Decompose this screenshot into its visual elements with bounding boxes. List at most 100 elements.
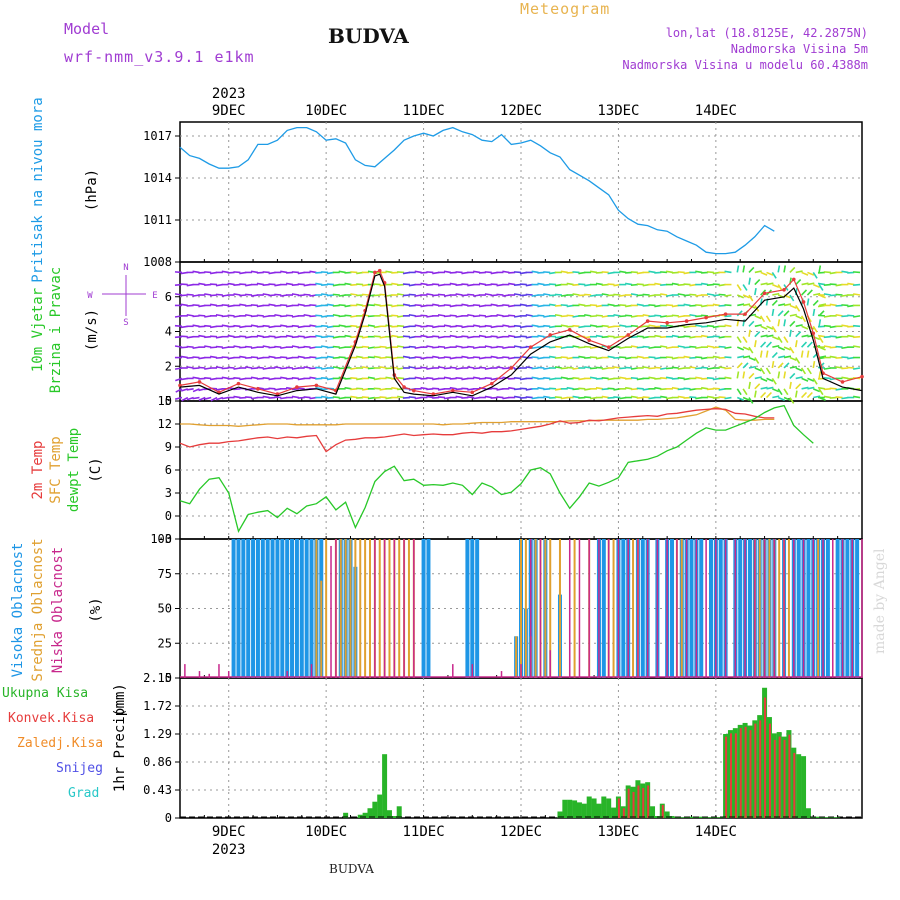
wind-arrow [437,345,446,348]
wind-arrow [777,319,781,327]
wind-gust-point [451,388,455,393]
wind-arrow [677,271,685,274]
wind-arrow [180,283,188,286]
wind-arrow [801,271,809,276]
wind-arrow [619,356,627,359]
wind-arrow [771,308,775,316]
wind-arrow [408,293,416,296]
ytick-label-wind: 4 [165,325,172,339]
precip-total-bar [372,801,378,818]
wind-arrow [689,396,697,399]
wind-arrow [291,377,299,380]
wind-arrow [496,345,504,348]
wind-gust-point [197,380,202,384]
wind-arrow [777,310,784,317]
wind-arrow [560,304,568,307]
wind-arrow [274,396,282,399]
wind-gust-point [626,333,630,337]
wind-arrow [766,282,774,286]
wind-arrow [297,387,305,390]
wind-arrow [754,390,757,398]
wind-arrow [754,383,761,390]
ytick-label-wind: 0 [165,394,172,408]
wind-arrow [724,376,732,380]
wind-arrow [724,304,732,307]
wind-arrow [742,284,748,291]
cloud-bar-low [695,539,698,678]
wind-arrow [660,345,668,348]
wind-arrow [765,315,771,323]
cloud-bar-high [275,539,280,678]
xtick-bottom-label: 14DEC [695,824,737,840]
wind-arrow [467,345,475,348]
precip-total-bar [698,816,704,818]
wind-arrow [636,387,644,390]
wind-arrow [789,304,797,309]
precip-total-bar [830,817,836,818]
wind-arrow [309,356,317,359]
cloud-bar-low [666,539,668,678]
wind-arrow [245,345,253,348]
wind-arrow [648,356,656,359]
precip-conv-bar [642,788,645,818]
ytick-label-temperature: 15 [158,394,172,408]
wind-arrow [549,283,557,286]
precip-conv-bar [793,752,796,818]
wind-arrow [268,283,276,286]
wind-arrow [736,336,742,344]
precip-total-bar [815,816,821,818]
cloud-bar-low [452,664,454,678]
wind-arrow [595,366,603,369]
precip-total-bar [718,817,724,818]
wind-arrow [467,396,475,399]
wind-arrow [181,396,189,402]
ytick-label-precip: 0 [165,811,172,825]
wind-arrow [660,377,668,380]
wind-arrow [800,367,807,375]
wind-gust-point [782,288,786,292]
wind-arrow [724,367,732,370]
compass-e: E [152,291,157,301]
precip-total-bar [825,817,831,818]
wind-arrow [262,324,270,328]
precip-total-bar [377,794,383,818]
wind-arrow [771,377,777,385]
wind-arrow [835,396,843,399]
wind-arrow [742,303,751,307]
wind-arrow [772,292,780,296]
product-title: Meteogram [520,0,611,18]
wind-arrow [326,283,335,286]
wind-arrow [701,366,709,369]
wind-arrow [789,266,796,273]
cloud-bar-low [413,539,415,678]
wind-arrow [801,282,809,286]
wind-arrow [350,271,358,274]
precip-total-bar [713,817,719,818]
cloud-bar-low [793,539,795,678]
wind-arrow [671,314,679,317]
wind-arrow [760,334,768,338]
precip-total-bar [835,817,841,818]
wind-gust-point [665,321,669,325]
xtick-bottom-label: 11DEC [402,824,444,840]
cloud-bar-low [754,539,756,678]
cloud-bar-mid [315,539,318,678]
precip-conv-bar [768,723,771,818]
cloud-bar-low [715,539,717,678]
wind-arrow [432,387,440,390]
wind-arrow [560,356,568,359]
wind-arrow [256,314,264,317]
cloud-bar-high [747,539,752,678]
wind-arrow [519,387,527,390]
wind-arrow [847,314,855,317]
wind-arrow [373,283,381,286]
wind-arrow [807,271,815,276]
wind-arrow [321,377,329,380]
cloud-bar-high [738,539,743,678]
wind-gust-point [743,312,747,316]
ytick-label-pressure: 1011 [143,213,172,227]
precip-conv-bar [773,739,776,818]
wind-arrow [754,376,762,380]
wind-gust-line [179,269,863,395]
wind-arrow [724,324,732,328]
